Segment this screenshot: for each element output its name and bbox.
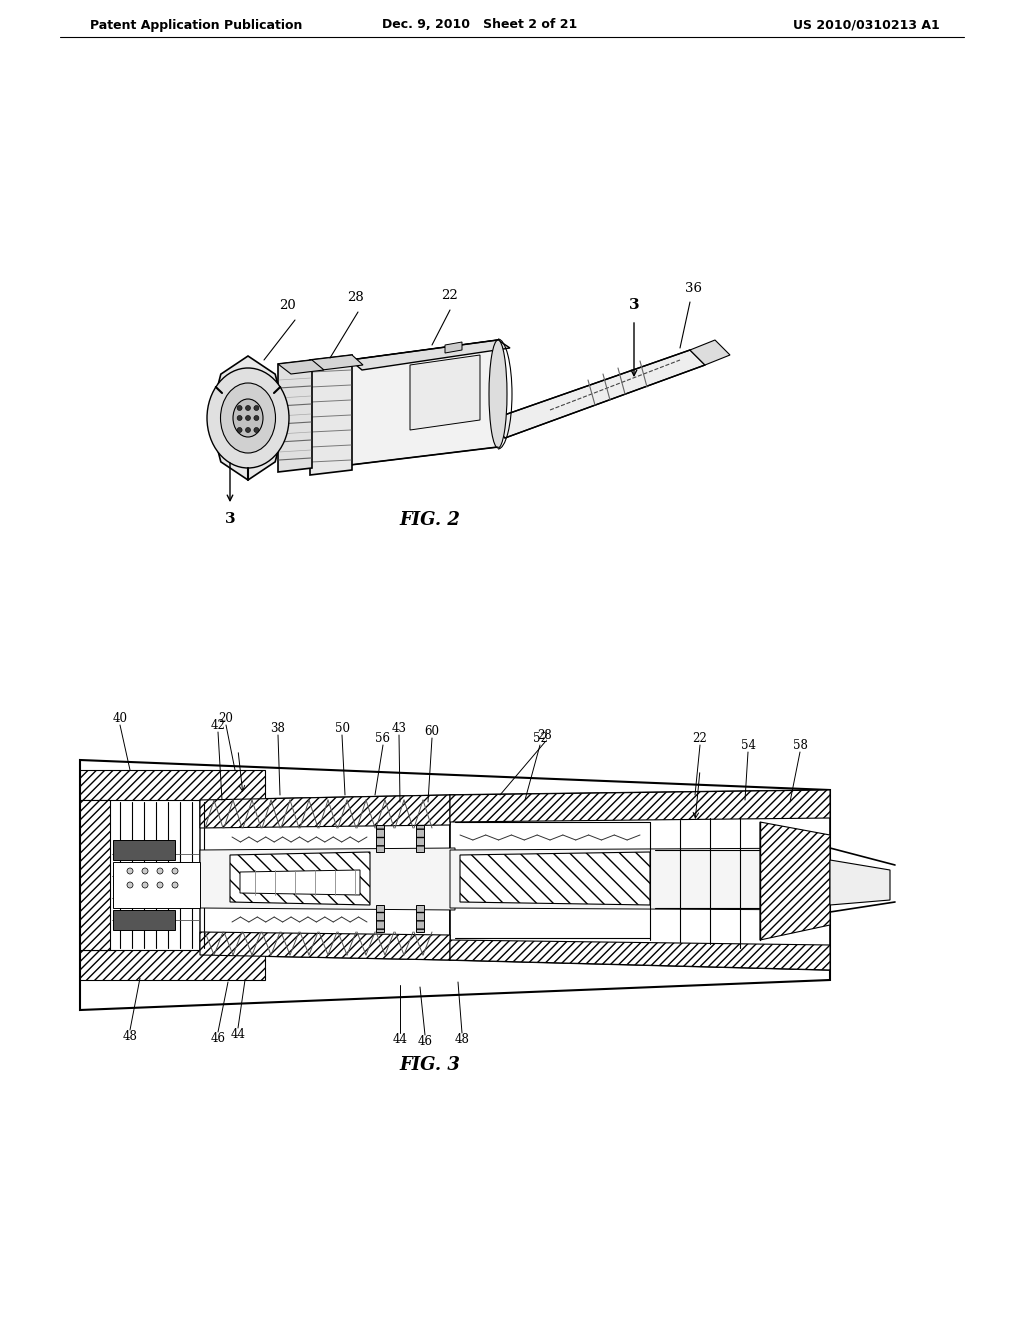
- Ellipse shape: [157, 869, 163, 874]
- Text: 50: 50: [335, 722, 349, 735]
- Polygon shape: [113, 862, 200, 908]
- Polygon shape: [376, 825, 384, 851]
- Text: 22: 22: [692, 733, 708, 744]
- Polygon shape: [350, 341, 498, 465]
- Ellipse shape: [127, 869, 133, 874]
- Polygon shape: [350, 341, 510, 370]
- Ellipse shape: [254, 416, 259, 421]
- Ellipse shape: [489, 341, 507, 447]
- Ellipse shape: [254, 405, 259, 411]
- Polygon shape: [200, 795, 450, 960]
- Ellipse shape: [254, 428, 259, 433]
- Ellipse shape: [233, 399, 263, 437]
- Text: US 2010/0310213 A1: US 2010/0310213 A1: [794, 18, 940, 32]
- Text: 28: 28: [347, 290, 365, 304]
- Polygon shape: [310, 355, 362, 370]
- Polygon shape: [490, 350, 705, 438]
- Ellipse shape: [172, 882, 178, 888]
- Text: 52: 52: [532, 733, 548, 744]
- Polygon shape: [113, 909, 175, 931]
- Text: 46: 46: [418, 1035, 432, 1048]
- Polygon shape: [113, 840, 175, 861]
- Polygon shape: [210, 356, 287, 480]
- Polygon shape: [830, 861, 890, 906]
- Text: 46: 46: [211, 1032, 225, 1045]
- Polygon shape: [690, 341, 730, 366]
- Polygon shape: [80, 950, 265, 979]
- Ellipse shape: [246, 405, 251, 411]
- Ellipse shape: [238, 405, 242, 411]
- Text: 44: 44: [392, 1034, 408, 1045]
- Polygon shape: [310, 355, 352, 475]
- Polygon shape: [240, 870, 360, 895]
- Text: 38: 38: [270, 722, 286, 735]
- Polygon shape: [278, 360, 324, 374]
- Polygon shape: [200, 795, 450, 828]
- Polygon shape: [460, 851, 650, 906]
- Polygon shape: [445, 342, 462, 352]
- Polygon shape: [200, 932, 450, 960]
- Ellipse shape: [207, 368, 289, 469]
- Polygon shape: [760, 822, 830, 940]
- Text: 43: 43: [391, 722, 407, 735]
- Text: 28: 28: [538, 729, 552, 742]
- Text: FIG. 3: FIG. 3: [399, 1056, 461, 1074]
- Polygon shape: [230, 851, 370, 906]
- Text: 20: 20: [218, 711, 233, 725]
- Polygon shape: [80, 760, 830, 1010]
- Ellipse shape: [142, 869, 148, 874]
- Text: 36: 36: [684, 282, 701, 294]
- Text: FIG. 2: FIG. 2: [399, 511, 461, 529]
- Ellipse shape: [238, 416, 242, 421]
- Text: 54: 54: [740, 739, 756, 752]
- Text: 40: 40: [113, 711, 128, 725]
- Polygon shape: [376, 906, 384, 932]
- Ellipse shape: [142, 882, 148, 888]
- Text: 3: 3: [629, 298, 639, 312]
- Text: Patent Application Publication: Patent Application Publication: [90, 18, 302, 32]
- Polygon shape: [450, 789, 830, 822]
- Text: 58: 58: [793, 739, 808, 752]
- Polygon shape: [450, 847, 830, 909]
- Text: Dec. 9, 2010   Sheet 2 of 21: Dec. 9, 2010 Sheet 2 of 21: [382, 18, 578, 32]
- Text: 56: 56: [376, 733, 390, 744]
- Polygon shape: [200, 847, 455, 909]
- Text: 48: 48: [123, 1030, 137, 1043]
- Text: 22: 22: [441, 289, 459, 302]
- Polygon shape: [450, 940, 830, 970]
- Polygon shape: [80, 770, 265, 800]
- Ellipse shape: [127, 882, 133, 888]
- Ellipse shape: [246, 428, 251, 433]
- Ellipse shape: [220, 383, 275, 453]
- Polygon shape: [416, 906, 424, 932]
- Polygon shape: [450, 789, 830, 970]
- Ellipse shape: [238, 428, 242, 433]
- Ellipse shape: [246, 416, 251, 421]
- Ellipse shape: [157, 882, 163, 888]
- Polygon shape: [410, 355, 480, 430]
- Text: 42: 42: [211, 719, 225, 733]
- Ellipse shape: [172, 869, 178, 874]
- Text: 20: 20: [280, 300, 296, 312]
- Text: 44: 44: [230, 1028, 246, 1041]
- Polygon shape: [278, 360, 312, 473]
- Text: 60: 60: [425, 725, 439, 738]
- Polygon shape: [80, 800, 110, 950]
- Text: 3: 3: [224, 512, 236, 525]
- Text: 48: 48: [455, 1034, 469, 1045]
- Polygon shape: [416, 825, 424, 851]
